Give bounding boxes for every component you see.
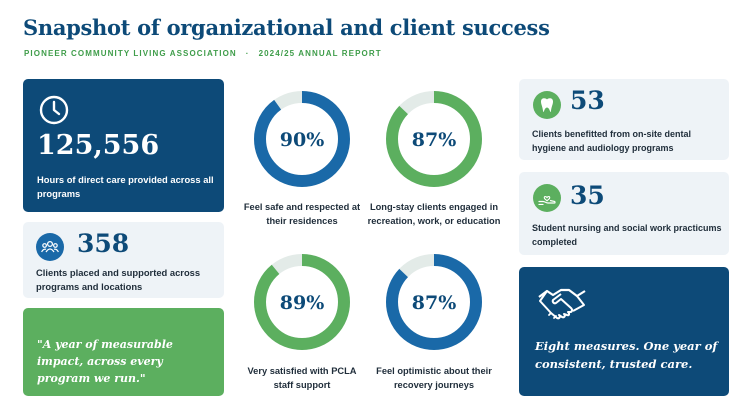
- clock-icon: [39, 95, 69, 130]
- ring-recovery-optimism: 87%: [386, 254, 482, 350]
- ring-safe-respected: 90%: [254, 91, 350, 187]
- closing-statement: Eight measures. One year of consistent, …: [535, 339, 718, 371]
- care-hours-card: 125,556 Hours of direct care provided ac…: [23, 79, 224, 212]
- ring-caption-satisfied: Very satisfied with PCLA staff support: [247, 366, 357, 390]
- practicums-card: 35 Student nursing and social work pract…: [519, 172, 729, 255]
- hand-heart-icon: [533, 184, 561, 212]
- ring-value-engaged: 87%: [412, 129, 457, 151]
- dental-value: 53: [570, 86, 605, 115]
- tooth-icon: [533, 91, 561, 119]
- ring-caption-optimistic: Feel optimistic about their recovery jou…: [376, 366, 492, 390]
- ring-value-satisfied: 89%: [280, 292, 325, 314]
- clients-placed-value: 358: [77, 229, 130, 258]
- people-icon: [36, 233, 64, 261]
- page-title: Snapshot of organizational and client su…: [23, 15, 550, 40]
- page-subtitle: PIONEER COMMUNITY LIVING ASSOCIATION · 202…: [24, 49, 382, 58]
- dental-label: Clients benefitted from on-site dental h…: [532, 129, 692, 153]
- ring-staff-satisfaction: 89%: [254, 254, 350, 350]
- closing-card: Eight measures. One year of consistent, …: [519, 267, 729, 396]
- care-hours-value: 125,556: [37, 130, 160, 161]
- quote-card: "A year of measurable impact, across eve…: [23, 308, 224, 396]
- practicums-value: 35: [570, 181, 605, 210]
- ring-value-optimistic: 87%: [412, 292, 457, 314]
- practicums-label: Student nursing and social work practicu…: [532, 223, 722, 247]
- report-name: 2024/25 ANNUAL REPORT: [258, 49, 382, 58]
- ring-caption-engaged: Long-stay clients engaged in recreation,…: [367, 202, 501, 226]
- ring-value-safe: 90%: [280, 129, 325, 151]
- handshake-icon: [537, 287, 587, 326]
- impact-quote: "A year of measurable impact, across eve…: [37, 338, 173, 385]
- org-name: PIONEER COMMUNITY LIVING ASSOCIATION: [24, 49, 237, 58]
- clients-placed-card: 358 Clients placed and supported across …: [23, 222, 224, 298]
- care-hours-label: Hours of direct care provided across all…: [37, 174, 214, 199]
- ring-caption-safe: Feel safe and respected at their residen…: [243, 202, 361, 226]
- clients-placed-label: Clients placed and supported across prog…: [36, 267, 201, 292]
- subtitle-separator: ·: [245, 49, 250, 58]
- dental-card: 53 Clients benefitted from on-site denta…: [519, 79, 729, 160]
- ring-long-stay-engaged: 87%: [386, 91, 482, 187]
